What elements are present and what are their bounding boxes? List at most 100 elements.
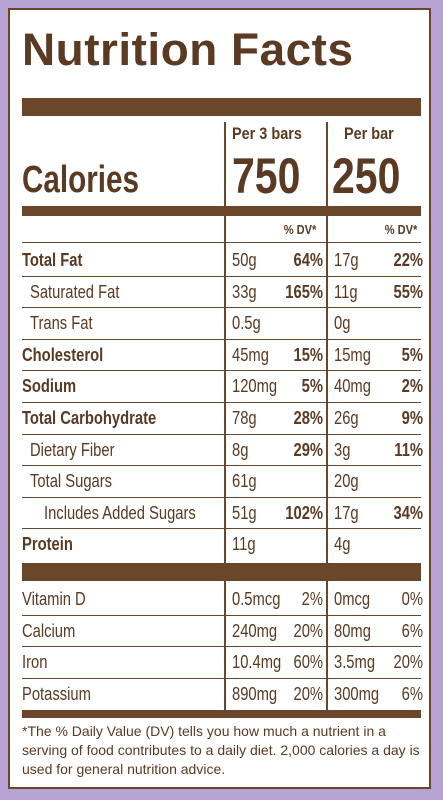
nutrient-amt3: 8g [232, 439, 249, 460]
vitamin-row: Potassium 890mg 20% 300mg 6% [10, 678, 433, 709]
nutrient-amt3: 61g [232, 471, 257, 492]
vitamin-amt1: 80mg [334, 620, 371, 641]
calories-label: Calories [22, 159, 139, 201]
calories-per-3-bars: 750 [232, 148, 301, 204]
nutrient-amt1: 17g [334, 502, 359, 523]
nutrient-label: Includes Added Sugars [44, 502, 196, 523]
vitamin-dv1: 20% [393, 652, 423, 673]
nutrient-row: Protein 11g 4g [10, 528, 433, 559]
nutrient-dv1: 5% [401, 344, 423, 365]
nutrient-divider [22, 338, 421, 340]
nutrient-label: Saturated Fat [30, 281, 120, 302]
label-title: Nutrition Facts [22, 24, 354, 75]
footnote: *The % Daily Value (DV) tells you how mu… [22, 723, 420, 777]
vitamin-amt3: 890mg [232, 683, 278, 704]
nutrient-label: Dietary Fiber [30, 439, 115, 460]
nutrient-amt1: 40mg [334, 376, 371, 397]
nutrient-amt3: 50g [232, 250, 257, 270]
nutrient-amt1: 26g [334, 408, 359, 428]
column-header-per-bar: Per bar [344, 124, 394, 143]
nutrient-dv1: 2% [401, 376, 423, 397]
nutrition-facts-label: Nutrition Facts Per 3 bars Per bar Calor… [8, 8, 431, 789]
nutrient-dv3: 64% [293, 250, 323, 270]
vitamin-label: Vitamin D [22, 589, 86, 609]
nutrient-dv1: 55% [393, 281, 423, 302]
nutrient-amt3: 0.5g [232, 313, 261, 334]
nutrient-label: Sodium [22, 376, 77, 397]
nutrient-dv3: 102% [285, 502, 323, 523]
nutrient-amt1: 3g [334, 439, 351, 460]
vitamin-amt3: 10.4mg [232, 652, 282, 673]
nutrient-divider [22, 433, 421, 435]
vitamin-row: Calcium 240mg 20% 80mg 6% [10, 615, 433, 646]
column-divider-2 [326, 122, 328, 714]
nutrient-row: Total Sugars 61g 20g [10, 465, 433, 496]
nutrient-row: Cholesterol 45mg 15% 15mg 5% [10, 339, 433, 370]
vitamin-dv3: 60% [293, 652, 323, 673]
nutrient-amt1: 17g [334, 250, 359, 270]
nutrient-row: Total Carbohydrate 78g 28% 26g 9% [10, 402, 433, 433]
vitamin-dv1: 6% [401, 683, 423, 704]
vitamin-amt3: 0.5mcg [232, 589, 281, 609]
thick-divider-top [22, 98, 421, 116]
nutrient-dv1: 34% [393, 502, 423, 523]
vitamin-dv1: 0% [401, 589, 423, 609]
thick-divider-bottom [22, 710, 421, 718]
nutrient-label: Total Fat [22, 250, 83, 270]
nutrient-amt3: 33g [232, 281, 257, 302]
nutrient-amt3: 78g [232, 408, 257, 428]
nutrient-divider [22, 465, 421, 467]
vitamin-row: Vitamin D 0.5mcg 2% 0mcg 0% [10, 583, 433, 614]
nutrient-dv1: 11% [394, 439, 423, 460]
thick-divider-vitamins [22, 563, 421, 581]
vitamin-dv3: 20% [293, 620, 323, 641]
nutrient-amt1: 0g [334, 313, 351, 334]
nutrient-divider [22, 402, 421, 403]
nutrient-row: Total Fat 50g 64% 17g 22% [10, 244, 433, 275]
vitamin-divider [22, 646, 421, 648]
nutrient-label: Total Sugars [30, 471, 113, 492]
column-header-per-3-bars: Per 3 bars [232, 124, 302, 143]
nutrient-amt3: 45mg [232, 344, 269, 365]
vitamin-label: Potassium [22, 683, 91, 704]
nutrient-label: Cholesterol [22, 344, 104, 365]
nutrient-label: Total Carbohydrate [22, 408, 157, 428]
nutrient-dv3: 28% [293, 408, 323, 428]
vitamin-amt1: 3.5mg [334, 652, 376, 673]
nutrient-row: Trans Fat 0.5g 0g [10, 307, 433, 338]
vitamin-dv3: 20% [293, 683, 323, 704]
nutrient-divider [22, 275, 421, 277]
vitamin-amt3: 240mg [232, 620, 278, 641]
nutrient-amt1: 4g [334, 534, 351, 555]
vitamin-amt1: 300mg [334, 683, 380, 704]
nutrient-dv3: 165% [285, 281, 323, 302]
nutrient-dv1: 9% [401, 408, 423, 428]
vitamin-divider [22, 614, 421, 616]
nutrient-row: Includes Added Sugars 51g 102% 17g 34% [10, 497, 433, 528]
nutrient-dv1: 22% [393, 250, 423, 270]
vitamin-dv1: 6% [401, 620, 423, 641]
nutrient-dv3: 29% [293, 439, 323, 460]
nutrient-row: Saturated Fat 33g 165% 11g 55% [10, 276, 433, 307]
vitamin-label: Iron [22, 652, 48, 673]
dv-header-per-3-bars: % DV* [283, 222, 316, 237]
nutrient-divider [22, 370, 421, 372]
nutrient-amt1: 15mg [334, 344, 371, 365]
nutrient-row: Sodium 120mg 5% 40mg 2% [10, 370, 433, 401]
nutrient-amt1: 11g [334, 281, 358, 302]
vitamin-dv3: 2% [301, 589, 323, 609]
nutrient-row: Dietary Fiber 8g 29% 3g 11% [10, 434, 433, 465]
nutrient-divider [22, 528, 421, 530]
vitamin-row: Iron 10.4mg 60% 3.5mg 20% [10, 646, 433, 677]
nutrient-dv3: 5% [301, 376, 323, 397]
nutrient-amt3: 120mg [232, 376, 278, 397]
nutrient-amt1: 20g [334, 471, 359, 492]
nutrient-amt3: 51g [232, 502, 257, 523]
vitamin-divider [22, 677, 421, 679]
nutrient-dv3: 15% [293, 344, 323, 365]
nutrient-label: Protein [22, 534, 73, 555]
thick-divider-calories [22, 206, 421, 216]
nutrient-amt3: 11g [232, 534, 256, 555]
nutrient-divider [22, 307, 421, 309]
vitamin-label: Calcium [22, 620, 76, 641]
